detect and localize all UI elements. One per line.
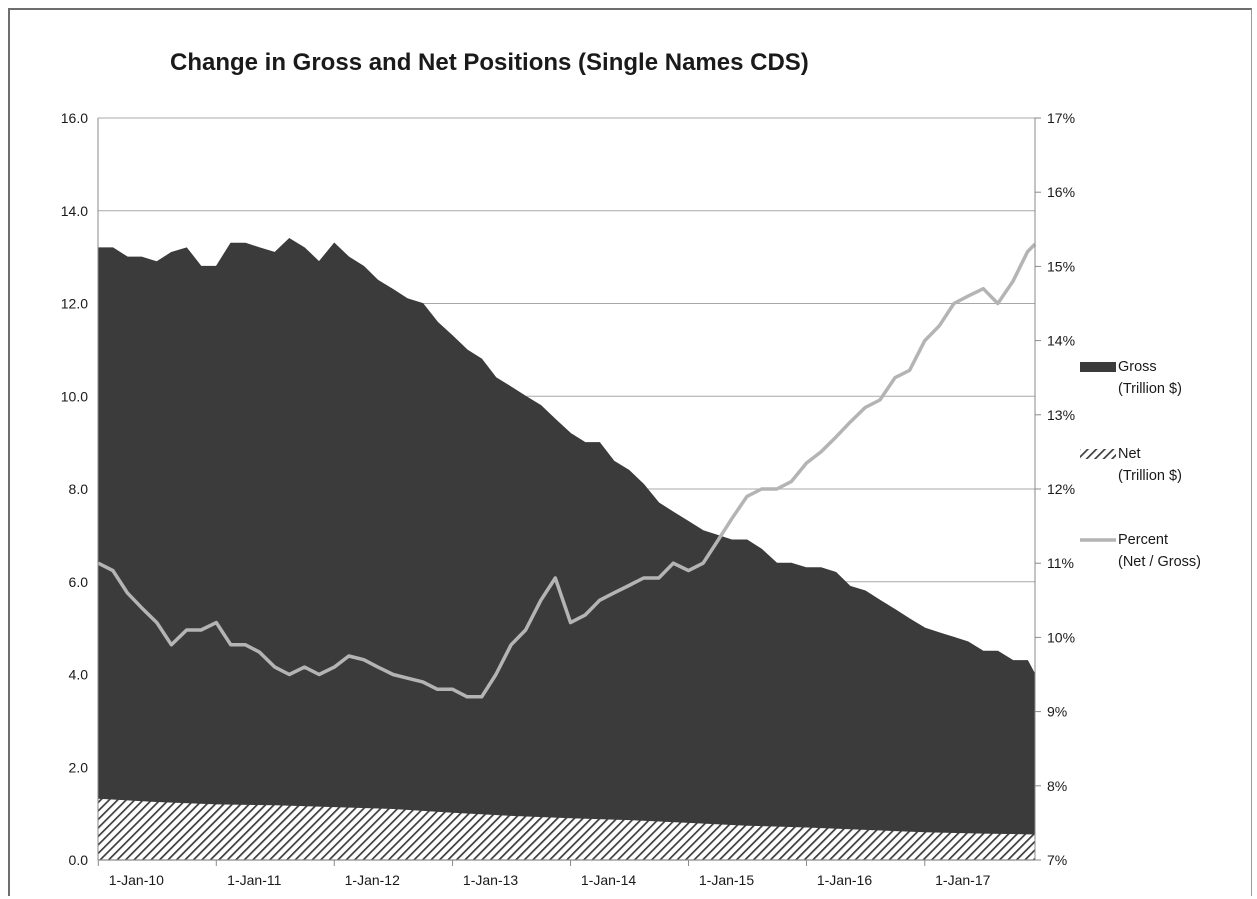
right-tick-label: 16% <box>1047 184 1075 200</box>
right-tick-label: 7% <box>1047 852 1067 868</box>
legend-swatch-gross <box>1080 362 1116 372</box>
right-tick-label: 15% <box>1047 258 1075 274</box>
right-tick-label: 8% <box>1047 778 1067 794</box>
right-tick-label: 11% <box>1047 555 1074 571</box>
left-tick-label: 8.0 <box>69 481 89 497</box>
legend: Gross (Trillion $) Net (Trillion $) Percent (… <box>1080 359 1201 570</box>
legend-item-percent: Percent (Net / Gross) <box>1080 532 1201 570</box>
left-tick-label: 12.0 <box>61 296 88 312</box>
x-tick-label: 1-Jan-16 <box>817 872 872 888</box>
series-layer <box>98 239 1035 860</box>
x-tick-label: 1-Jan-11 <box>227 872 281 888</box>
right-tick-label: 14% <box>1047 333 1075 349</box>
left-tick-label: 0.0 <box>69 852 89 868</box>
gross-area <box>98 239 1035 860</box>
left-tick-label: 10.0 <box>61 388 88 404</box>
legend-sublabel: (Trillion $) <box>1118 468 1182 484</box>
left-tick-label: 14.0 <box>61 203 88 219</box>
x-tick-label: 1-Jan-15 <box>699 872 754 888</box>
legend-sublabel: (Net / Gross) <box>1118 554 1201 570</box>
right-tick-label: 9% <box>1047 704 1067 720</box>
left-tick-label: 16.0 <box>61 110 88 126</box>
x-tick-label: 1-Jan-13 <box>463 872 518 888</box>
legend-item-gross: Gross (Trillion $) <box>1080 359 1182 397</box>
legend-sublabel: (Trillion $) <box>1118 381 1182 397</box>
right-tick-label: 12% <box>1047 481 1075 497</box>
legend-label: Gross <box>1118 359 1157 375</box>
legend-item-net: Net (Trillion $) <box>1080 446 1182 484</box>
x-tick-label: 1-Jan-17 <box>935 872 990 888</box>
x-tick-label: 1-Jan-14 <box>581 872 636 888</box>
chart-title: Change in Gross and Net Positions (Singl… <box>170 49 809 76</box>
right-tick-label: 17% <box>1047 110 1075 126</box>
left-axis-ticks: 0.0 2.0 4.0 6.0 8.0 10.0 12.0 14.0 16.0 <box>61 110 88 868</box>
left-tick-label: 2.0 <box>69 759 89 775</box>
legend-label: Percent <box>1118 532 1168 548</box>
x-axis-ticks: 1-Jan-10 1-Jan-11 1-Jan-12 1-Jan-13 1-Jan-14… <box>109 872 991 888</box>
x-tick-label: 1-Jan-10 <box>109 872 164 888</box>
left-tick-label: 6.0 <box>69 574 89 590</box>
right-tick-label: 10% <box>1047 629 1075 645</box>
left-tick-label: 4.0 <box>69 667 89 683</box>
right-tick-label: 13% <box>1047 407 1075 423</box>
legend-swatch-net <box>1080 449 1116 459</box>
right-axis-ticks: 7% 8% 9% 10% 11% 12% 13% 14% 15% 16% 17% <box>1047 110 1075 868</box>
legend-label: Net <box>1118 446 1141 462</box>
x-tick-label: 1-Jan-12 <box>345 872 400 888</box>
